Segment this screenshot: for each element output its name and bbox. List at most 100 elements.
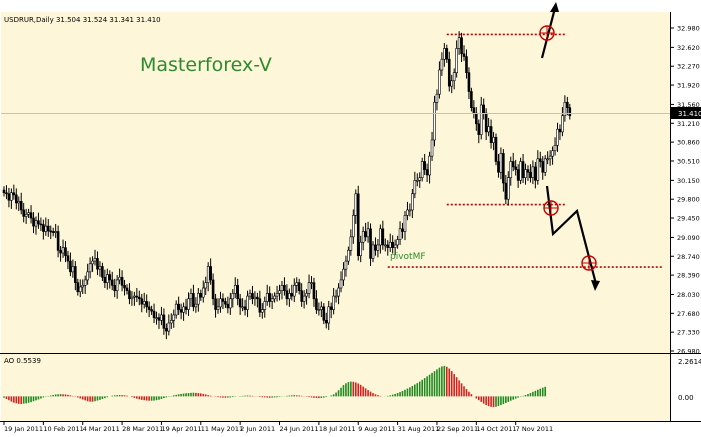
- price-tick-label: 28.740: [677, 253, 700, 261]
- candle-body: [472, 107, 476, 114]
- candle-body: [32, 217, 35, 227]
- candle-body: [411, 193, 414, 211]
- time-tick-label: 7 Nov 2011: [516, 425, 554, 433]
- time-tick-label: 28 Mar 2011: [122, 425, 163, 433]
- price-tick-label: 30.150: [677, 177, 700, 185]
- candle-body: [216, 306, 220, 310]
- candle-body: [529, 171, 532, 178]
- candle-body: [329, 306, 333, 310]
- candle-body: [502, 153, 505, 184]
- candle-body: [39, 223, 43, 226]
- price-tick-label: 30.510: [677, 157, 700, 165]
- candle-body: [145, 301, 148, 308]
- candle-body: [150, 309, 153, 312]
- candle-body: [391, 241, 394, 248]
- candle-body: [413, 180, 417, 195]
- candle-body: [568, 107, 572, 117]
- candle-body: [514, 166, 517, 170]
- candle-body: [142, 301, 146, 305]
- time-tick-label: 2 Jun 2011: [240, 425, 275, 433]
- price-tick-label: 31.560: [677, 101, 700, 109]
- current-price-box: [671, 107, 701, 119]
- time-tick-label: 19 Jan 2011: [4, 425, 43, 433]
- candle-body: [307, 282, 311, 294]
- candle-body: [322, 306, 326, 321]
- candle-body: [315, 298, 318, 310]
- candle-body: [231, 293, 235, 300]
- candle-body: [24, 213, 28, 217]
- candle-body: [179, 309, 183, 313]
- candle-body: [162, 314, 166, 329]
- candle-body: [96, 258, 99, 270]
- candle-body: [305, 293, 308, 297]
- candle-body: [101, 266, 104, 278]
- candle-body: [219, 298, 222, 308]
- candle-body: [477, 123, 481, 135]
- time-tick-label: 22 Sep 2011: [437, 425, 478, 433]
- time-tick-label: 24 Jun 2011: [280, 425, 319, 433]
- candle-body: [435, 93, 439, 103]
- candle-body: [108, 274, 112, 281]
- candle-body: [46, 225, 50, 232]
- candle-body: [337, 287, 340, 297]
- candle-body: [248, 293, 252, 297]
- candle-body: [265, 293, 269, 302]
- candle-body: [241, 306, 244, 309]
- candle-body: [420, 161, 424, 178]
- candle-body: [197, 293, 200, 305]
- price-tick-label: 29.090: [677, 234, 700, 242]
- candle-body: [69, 260, 72, 273]
- candle-body: [256, 296, 259, 300]
- candle-body: [543, 158, 547, 173]
- candle-body: [381, 228, 385, 246]
- time-tick-label: 19 Apr 2011: [161, 425, 201, 433]
- candle-body: [526, 169, 530, 173]
- candle-body: [499, 153, 503, 173]
- candle-body: [260, 309, 264, 313]
- watermark-text: Masterforex-V: [140, 54, 272, 76]
- candle-body: [125, 287, 129, 292]
- candle-body: [120, 276, 124, 286]
- candle-body: [356, 193, 360, 257]
- down-arrow-head: [591, 280, 600, 291]
- candle-body: [110, 279, 114, 286]
- price-tick-label: 29.450: [677, 215, 700, 223]
- candle-body: [516, 169, 520, 181]
- candle-body: [320, 306, 323, 310]
- candle-body: [152, 310, 156, 318]
- price-tick-label: 28.030: [677, 291, 700, 299]
- candle-body: [534, 166, 537, 181]
- candle-body: [302, 295, 306, 302]
- down-path-line: [545, 185, 598, 285]
- time-tick-label: 31 Aug 2011: [398, 425, 440, 433]
- candle-body: [450, 80, 454, 87]
- candle-body: [221, 298, 225, 302]
- candle-body: [327, 306, 331, 324]
- time-tick-label: 4 Mar 2011: [83, 425, 120, 433]
- candle-body: [479, 104, 483, 135]
- ao-label: AO 0.5539: [4, 357, 41, 365]
- candle-body: [56, 231, 60, 251]
- candle-body: [290, 293, 294, 297]
- price-tick-label: 27.330: [677, 329, 700, 337]
- candle-body: [91, 260, 94, 265]
- candle-body: [2, 189, 6, 194]
- candle-body: [506, 177, 510, 200]
- candle-body: [243, 306, 247, 310]
- candle-body: [268, 293, 271, 302]
- candle-body: [482, 104, 486, 114]
- ao-histogram: [3, 365, 547, 408]
- candle-body: [558, 128, 562, 133]
- candle-body: [457, 37, 461, 49]
- price-tick-label: 30.860: [677, 139, 700, 147]
- candle-body: [398, 228, 402, 240]
- candle-body: [408, 209, 412, 212]
- candle-body: [386, 244, 390, 248]
- candle-body: [172, 314, 176, 321]
- candle-body: [278, 290, 281, 294]
- candle-body: [199, 293, 203, 298]
- candle-body: [135, 295, 139, 298]
- candle-body: [433, 101, 436, 141]
